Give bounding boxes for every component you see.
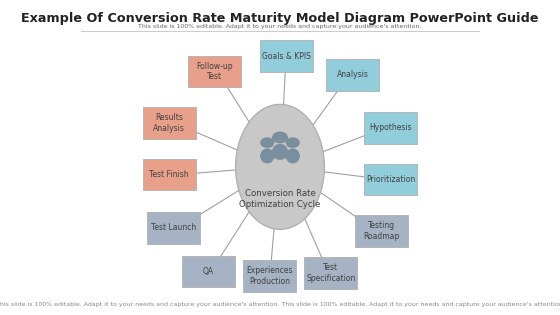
Ellipse shape [286, 148, 300, 163]
Text: This slide is 100% editable. Adapt it to your needs and capture your audience's : This slide is 100% editable. Adapt it to… [0, 302, 560, 307]
Circle shape [260, 137, 274, 148]
Text: Test Launch: Test Launch [151, 223, 196, 232]
FancyBboxPatch shape [260, 40, 313, 72]
FancyBboxPatch shape [243, 261, 296, 292]
Text: Hypothesis: Hypothesis [370, 123, 412, 132]
Text: Goals & KPIS: Goals & KPIS [262, 52, 311, 60]
FancyBboxPatch shape [355, 215, 408, 247]
Circle shape [272, 132, 288, 143]
FancyBboxPatch shape [181, 256, 235, 287]
FancyBboxPatch shape [143, 107, 196, 139]
FancyBboxPatch shape [364, 112, 417, 144]
Text: Example Of Conversion Rate Maturity Model Diagram PowerPoint Guide: Example Of Conversion Rate Maturity Mode… [21, 12, 539, 25]
Ellipse shape [272, 144, 288, 160]
Text: This slide is 100% editable. Adapt it to your needs and capture your audience's : This slide is 100% editable. Adapt it to… [138, 24, 422, 29]
Text: Prioritization: Prioritization [366, 175, 416, 184]
Text: Conversion Rate
Optimization Cycle: Conversion Rate Optimization Cycle [239, 189, 321, 209]
Circle shape [286, 137, 300, 148]
Text: Test Finish: Test Finish [150, 170, 189, 179]
FancyBboxPatch shape [304, 257, 357, 289]
Ellipse shape [260, 148, 274, 163]
Text: QA: QA [203, 267, 214, 276]
FancyBboxPatch shape [188, 56, 241, 87]
Text: Results
Analysis: Results Analysis [153, 113, 185, 133]
Text: Test
Specification: Test Specification [306, 263, 356, 283]
Ellipse shape [236, 104, 324, 229]
FancyBboxPatch shape [143, 159, 196, 191]
Text: Testing
Roadmap: Testing Roadmap [363, 221, 399, 241]
Text: Experiences
Production: Experiences Production [246, 266, 293, 286]
Text: Follow-up
Test: Follow-up Test [196, 62, 233, 81]
FancyBboxPatch shape [147, 212, 200, 243]
FancyBboxPatch shape [326, 59, 379, 90]
FancyBboxPatch shape [364, 163, 417, 195]
Text: Analysis: Analysis [337, 70, 368, 79]
